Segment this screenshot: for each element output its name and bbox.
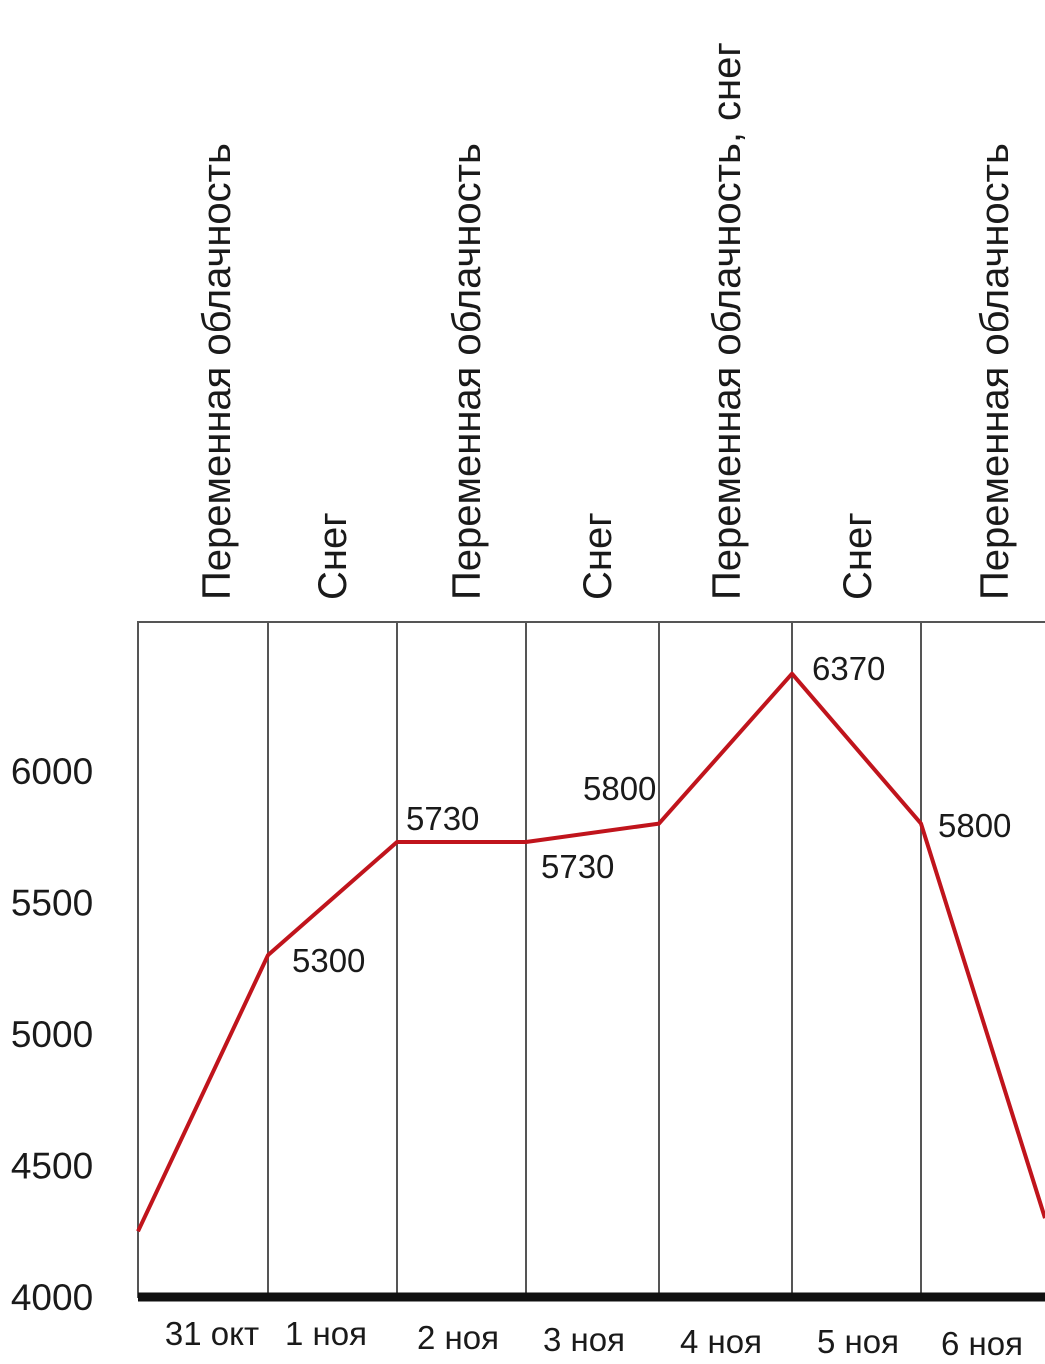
weather-label: Переменная облачность (195, 143, 239, 600)
x-tick-label: 6 ноя (941, 1325, 1023, 1362)
data-label: 5800 (583, 770, 656, 807)
weather-label: Переменная облачность (973, 143, 1017, 600)
y-tick-label: 5000 (11, 1014, 93, 1055)
y-axis-ticks: 4000 4500 5000 5500 6000 (11, 751, 93, 1318)
weather-label: Снег (311, 512, 355, 600)
data-label: 5300 (292, 942, 365, 979)
column-grid (137, 621, 1045, 1298)
column-box-2 (396, 621, 527, 1298)
data-labels: 5300 5730 5730 5800 6370 5800 (292, 650, 1011, 979)
x-tick-label: 3 ноя (543, 1321, 625, 1358)
y-tick-label: 6000 (11, 751, 93, 792)
column-box-3 (525, 621, 660, 1298)
weather-label: Переменная облачность (445, 143, 489, 600)
weather-labels: Переменная облачность Снег Переменная обла… (195, 42, 1017, 600)
x-tick-label: 1 ноя (285, 1315, 367, 1352)
x-axis-ticks: 31 окт 1 ноя 2 ноя 3 ноя 4 ноя 5 ноя 6 ноя (165, 1315, 1023, 1362)
column-box-0 (137, 621, 269, 1298)
x-tick-label: 4 ноя (680, 1323, 762, 1360)
y-tick-label: 4500 (11, 1146, 93, 1187)
x-tick-label: 5 ноя (817, 1323, 899, 1360)
weather-label: Переменная облачность, снег (705, 42, 749, 600)
data-label: 6370 (812, 650, 885, 687)
data-label: 5730 (406, 800, 479, 837)
data-label: 5730 (541, 848, 614, 885)
series-line (136, 671, 1045, 1233)
y-tick-label: 5500 (11, 883, 93, 924)
column-box-5 (791, 621, 922, 1298)
x-tick-label: 2 ноя (417, 1319, 499, 1356)
column-box-4 (658, 621, 793, 1298)
weather-label: Снег (576, 512, 620, 600)
data-label: 5800 (938, 807, 1011, 844)
column-box-6 (920, 621, 1045, 1298)
y-tick-label: 4000 (11, 1277, 93, 1318)
weather-label: Снег (836, 512, 880, 600)
x-tick-label: 31 окт (165, 1315, 259, 1352)
